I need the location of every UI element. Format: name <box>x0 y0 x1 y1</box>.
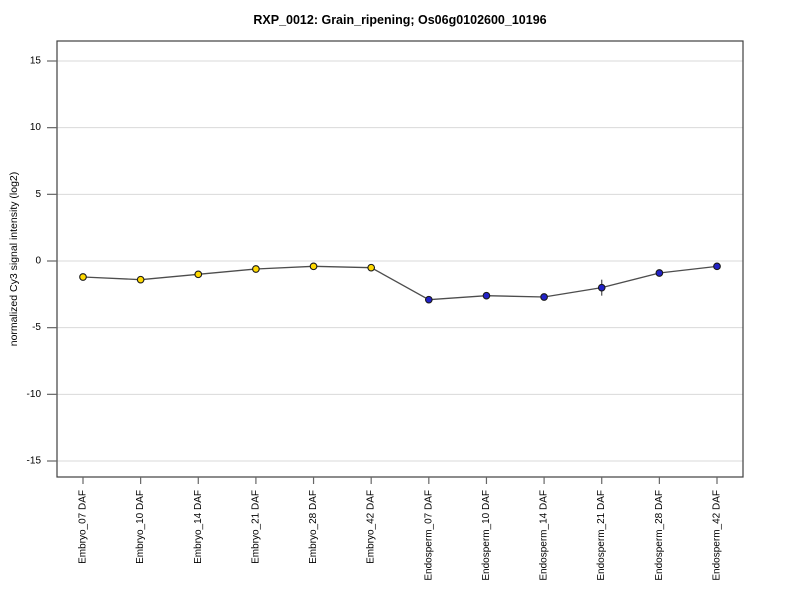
y-axis-label: normalized Cy3 signal intensity (log2) <box>8 172 20 347</box>
x-tick-label: Endosperm_42 DAF <box>712 490 723 581</box>
data-point <box>194 270 203 279</box>
y-tick-label: 10 <box>30 122 42 133</box>
x-tick-label: Endosperm_14 DAF <box>539 490 550 581</box>
data-point <box>252 265 260 273</box>
x-tick-label: Embryo_21 DAF <box>250 490 261 564</box>
y-tick-label: -5 <box>32 322 41 333</box>
plot-frame <box>56 40 744 478</box>
data-point <box>713 262 721 271</box>
y-tick-label: -15 <box>27 456 42 467</box>
data-point <box>482 291 491 300</box>
y-tick-label: 15 <box>30 56 42 67</box>
y-tick-label: -10 <box>27 389 42 400</box>
x-tick-label: Embryo_10 DAF <box>135 490 146 564</box>
x-tick-label: Embryo_28 DAF <box>308 490 319 564</box>
x-tick-label: Embryo_42 DAF <box>366 490 377 564</box>
x-tick-label: Embryo_14 DAF <box>193 490 204 564</box>
x-tick-label: Endosperm_10 DAF <box>481 490 492 581</box>
chart-title: RXP_0012: Grain_ripening; Os06g0102600_1… <box>253 13 546 27</box>
x-tick-label: Embryo_07 DAF <box>78 490 89 564</box>
data-point <box>309 262 318 271</box>
data-point <box>136 275 145 284</box>
data-point <box>367 263 376 272</box>
data-point <box>424 295 433 304</box>
x-tick-label: Endosperm_07 DAF <box>423 490 434 581</box>
x-tick-label: Endosperm_28 DAF <box>654 490 665 581</box>
data-point <box>655 269 664 277</box>
x-tick-label: Endosperm_21 DAF <box>596 490 607 581</box>
y-tick-label: 0 <box>35 256 41 267</box>
plot-area: -15 -10 -5 0 5 10 15 Embryo_07 DAF Embryo_10 DAF… <box>27 40 744 581</box>
y-tick-label: 5 <box>35 189 41 200</box>
data-point <box>79 273 87 281</box>
data-point <box>540 293 548 301</box>
series-line <box>82 265 718 301</box>
data-point <box>597 283 606 292</box>
